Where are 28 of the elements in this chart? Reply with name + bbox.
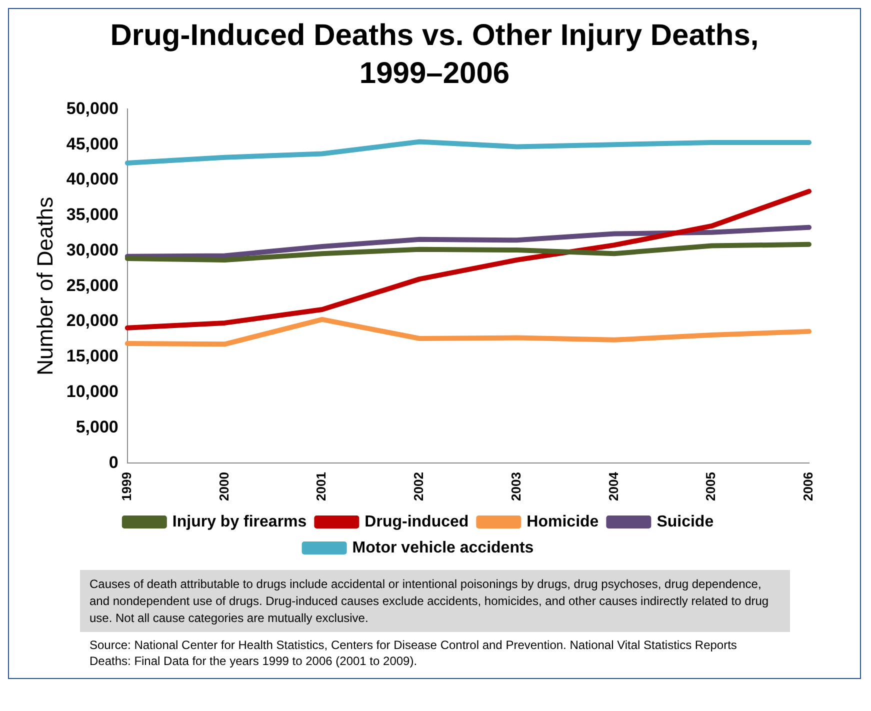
y-tick-label: 10,000 [66,382,118,401]
y-tick-label: 25,000 [66,276,118,295]
y-tick-label: 30,000 [66,240,118,260]
x-tick-label: 2004 [606,471,621,501]
y-axis-title: Number of Deaths [32,196,58,376]
x-tick-label: 2003 [508,472,524,501]
legend-label: Homicide [526,513,599,530]
x-tick-label: 2002 [411,472,426,501]
source-note: Source: National Center for Health Statistics, Centers for Disease Control and Prevention. National Vital Statistics Reports Deaths: Final Data for the years 1999 to 2006 (2001 to 2009). [90,638,738,670]
x-tick-label: 2005 [703,472,718,501]
x-tick-label: 2001 [314,472,329,501]
y-tick-label: 0 [108,452,118,472]
x-tick-label: 2006 [800,472,816,501]
y-tick-label: 40,000 [66,170,118,189]
y-tick-label: 50,000 [66,98,118,118]
chart-title: Drug-Induced Deaths vs. Other Injury Deaths, 1999–2006 [109,18,760,92]
legend-label: Suicide [656,513,714,530]
y-tick-label: 15,000 [66,346,118,366]
text: Causes of death attributable to drugs include accidental or intentional poisonings by drugs, drug psychoses, drug dependence, and nondependent use of drugs. Drug-induced causes exclude accidents, homicides, and other causes indirectly related to drug use. Not all cause categories are mutually exclusive. [80,570,790,632]
y-tick-label: 35,000 [66,205,118,224]
y-tick-label: 45,000 [66,134,118,154]
x-tick-label: 1999 [118,472,134,501]
y-tick-label: 20,000 [66,311,118,330]
legend-label: Injury by firearms [172,513,307,530]
y-tick-label: 5,000 [76,417,118,436]
legend-label: Motor vehicle accidents [352,539,534,556]
legend-label: Drug-induced [364,513,469,530]
x-tick-label: 2000 [216,472,232,501]
